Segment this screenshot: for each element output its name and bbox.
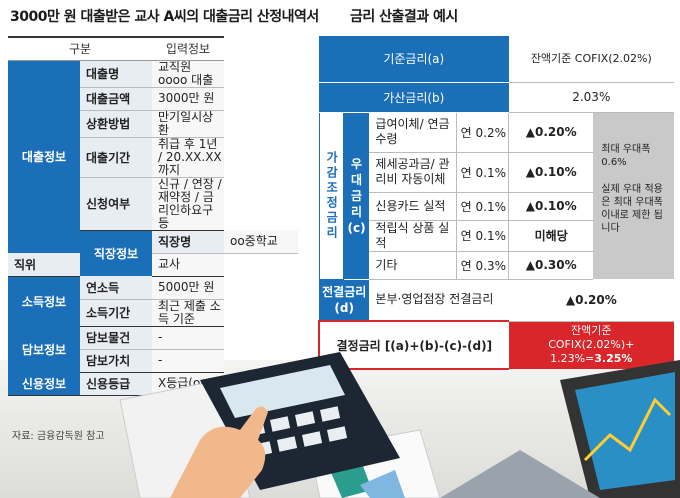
header-category: 구분	[8, 36, 152, 61]
add-rate-label: 가산금리(b)	[319, 82, 509, 113]
row-label: 대출명	[80, 60, 152, 88]
row-value: 교사	[152, 253, 224, 277]
adjust-rate-label: 가감조정금리	[318, 111, 344, 280]
pref-item: 신용카드 실적	[369, 192, 457, 221]
final-line3: 1.23%=	[550, 352, 595, 366]
laptop	[440, 360, 680, 498]
finance-illustration	[119, 352, 680, 498]
pref-change: ▲0.30%	[508, 251, 594, 280]
row-value: 최근 제출 소득 기준	[152, 299, 224, 327]
category-collateral: 담보정보	[8, 326, 80, 372]
pref-item: 제세공과금/ 관리비 자동이체	[369, 152, 457, 193]
row-value: -	[152, 326, 224, 350]
row-label: 담보가치	[80, 349, 152, 373]
row-value: oo중학교	[224, 230, 298, 254]
row-value: 취급 후 1년 / 20.XX.XX까지	[152, 137, 224, 178]
pref-change: 미해당	[508, 220, 594, 252]
pref-rate: 연 0.1%	[455, 192, 509, 221]
pref-rate: 연 0.2%	[455, 112, 509, 153]
pref-change: ▲0.10%	[508, 192, 594, 221]
hand	[170, 406, 268, 498]
row-label: 대출기간	[80, 137, 152, 178]
row-label: 연소득	[80, 276, 152, 300]
final-rate-value: 잔액기준 COFIX(2.02%)+ 1.23%=3.25%	[508, 321, 674, 369]
pref-change: ▲0.20%	[508, 112, 594, 153]
final-line2: COFIX(2.02%)+	[548, 338, 635, 352]
pref-change: ▲0.10%	[508, 152, 594, 193]
category-work: 직장정보	[80, 230, 152, 276]
header-input: 입력정보	[152, 36, 224, 61]
pref-item: 기타	[369, 251, 457, 280]
row-value: 신규 / 연장 / 재약정 / 금리인하요구 등	[152, 177, 224, 231]
row-label: 직위	[8, 253, 80, 277]
pref-rate: 연 0.3%	[455, 251, 509, 280]
pre-rate-item: 본부·영업점장 전결금리	[369, 279, 509, 322]
row-value: 교직원 oooo 대출	[152, 60, 224, 88]
pref-rate-label: 우대금리 (c)	[343, 112, 370, 279]
rate-result-table: 기준금리(a) 잔액기준 COFIX(2.02%) 가산금리(b) 2.03% …	[318, 36, 674, 370]
pref-item: 급여이체/ 연금수령	[369, 112, 457, 153]
loan-info-table: 구분 입력정보 대출정보 대출명 교직원 oooo 대출 대출금액 3000만 …	[8, 36, 298, 396]
pref-note: 최대 우대폭 0.6% 실제 우대 적용은 최대 우대폭 이내로 제한 됩니다	[593, 112, 674, 279]
row-value: -	[152, 349, 224, 373]
row-label: 신청여부	[80, 177, 152, 231]
final-rate-label: 결정금리 [(a)+(b)-(c)-(d)]	[318, 320, 509, 370]
left-title: 3000만 원 대출받은 교사 A씨의 대출금리 산정내역서	[10, 9, 319, 25]
category-loan: 대출정보	[8, 60, 80, 253]
add-rate-value: 2.03%	[508, 82, 674, 113]
base-rate-label: 기준금리(a)	[319, 36, 509, 83]
row-value: 만기일시상환	[152, 110, 224, 138]
pre-rate-change: ▲0.20%	[508, 279, 674, 322]
row-label: 상환방법	[80, 110, 152, 138]
row-value: 3000만 원	[152, 87, 224, 111]
note-limit: 실제 우대 적용은 최대 우대폭 이내로 제한 됩니다	[601, 183, 663, 234]
final-result: 3.25%	[594, 352, 633, 366]
right-title: 금리 산출결과 예시	[350, 9, 458, 25]
category-income: 소득정보	[8, 276, 80, 326]
base-rate-value: 잔액기준 COFIX(2.02%)	[508, 36, 674, 83]
final-line1: 잔액기준	[571, 324, 612, 338]
source-note: 자료: 금융감독원 참고	[12, 431, 105, 442]
row-label: 소득기간	[80, 299, 152, 327]
row-label: 담보물건	[80, 326, 152, 350]
pref-rate: 연 0.1%	[455, 220, 509, 252]
pre-rate-label: 전결금리(d)	[319, 278, 370, 321]
note-max: 최대 우대폭 0.6%	[601, 143, 651, 168]
category-credit: 신용정보	[8, 372, 80, 396]
pref-item: 적립식 상품 실적	[369, 220, 457, 252]
pref-rate: 연 0.1%	[455, 152, 509, 193]
row-label: 직장명	[152, 230, 224, 254]
row-label: 대출금액	[80, 87, 152, 111]
row-label: 신용등급	[80, 372, 152, 396]
row-value: 5000만 원	[152, 276, 224, 300]
